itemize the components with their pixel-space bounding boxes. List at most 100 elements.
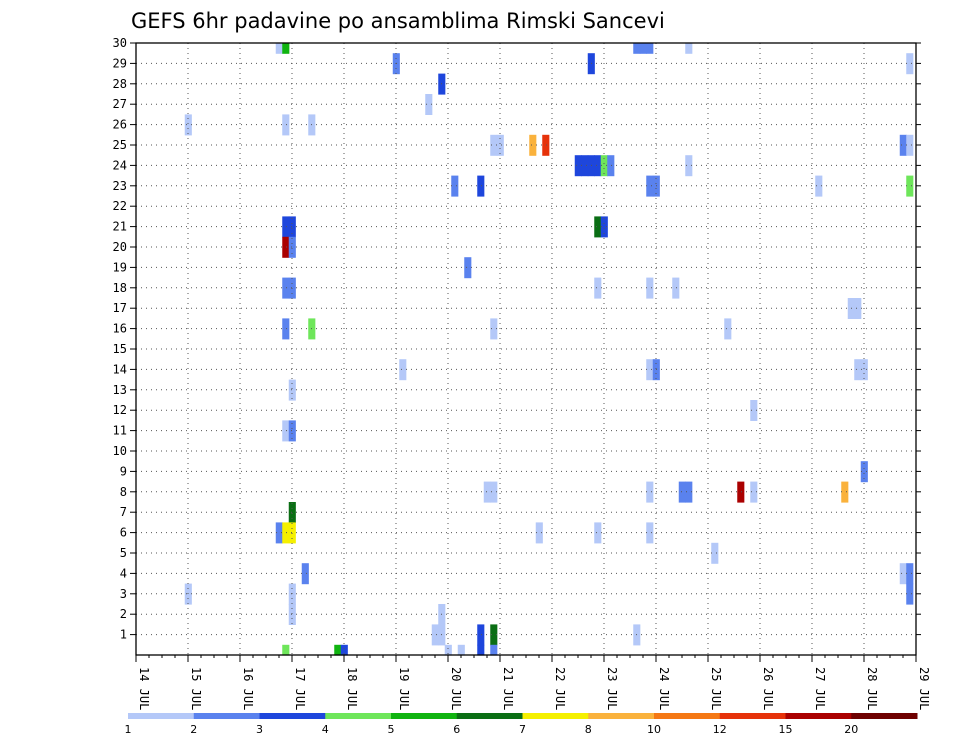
heatmap-cell bbox=[600, 155, 608, 177]
heatmap-cell bbox=[899, 134, 907, 156]
heatmap-cell bbox=[678, 481, 686, 503]
x-tick-label: 14 JUL bbox=[137, 667, 151, 710]
heatmap-cell bbox=[750, 481, 758, 503]
x-tick-label: 26 JUL bbox=[761, 667, 775, 710]
heatmap-cell bbox=[711, 542, 719, 564]
heatmap-cell bbox=[854, 298, 862, 319]
heatmap-cell bbox=[288, 522, 296, 544]
heatmap-cell bbox=[288, 583, 296, 605]
x-tick-label: 27 JUL bbox=[813, 667, 827, 710]
heatmap-cell bbox=[841, 481, 849, 503]
y-tick-label: 22 bbox=[113, 199, 127, 213]
colorbar-label: 20 bbox=[844, 723, 858, 736]
y-tick-label: 3 bbox=[120, 587, 127, 601]
heatmap-cell bbox=[282, 114, 290, 136]
colorbar-label: 8 bbox=[585, 723, 592, 736]
y-tick-label: 7 bbox=[120, 505, 127, 519]
heatmap-cell bbox=[288, 604, 296, 625]
colorbar-label: 1 bbox=[125, 723, 132, 736]
heatmap-cell bbox=[594, 216, 602, 238]
colorbar-label: 6 bbox=[453, 723, 460, 736]
heatmap-cell bbox=[301, 563, 309, 585]
heatmap-cell bbox=[750, 400, 758, 421]
colorbar: 1 2 3 4 5 6 7 8 10 12 15 20 bbox=[125, 713, 918, 736]
heatmap-cell bbox=[860, 359, 868, 381]
y-tick-label: 15 bbox=[113, 342, 127, 356]
y-tick-label: 29 bbox=[113, 56, 127, 70]
colorbar-swatch bbox=[325, 713, 392, 719]
heatmap-cell bbox=[724, 318, 732, 340]
colorbar-swatch bbox=[522, 713, 589, 719]
heatmap-cell bbox=[594, 277, 602, 299]
heatmap-cell bbox=[282, 277, 290, 299]
heatmap-cell bbox=[529, 134, 537, 156]
x-tick-label: 15 JUL bbox=[189, 667, 203, 710]
colorbar-label: 4 bbox=[322, 723, 329, 736]
heatmap-cell bbox=[431, 624, 439, 646]
colorbar-swatch bbox=[654, 713, 721, 719]
y-tick-label: 26 bbox=[113, 118, 127, 132]
y-tick-label: 4 bbox=[120, 566, 127, 580]
heatmap-cell bbox=[646, 359, 654, 381]
heatmap-cell bbox=[646, 175, 654, 197]
heatmap-cell bbox=[906, 53, 914, 75]
heatmap-cell bbox=[496, 134, 504, 156]
heatmap-cell bbox=[184, 583, 192, 605]
x-tick-label: 19 JUL bbox=[397, 667, 411, 710]
heatmap-cell bbox=[685, 155, 693, 177]
heatmap-cell bbox=[633, 43, 641, 54]
x-tick-label: 24 JUL bbox=[657, 667, 671, 710]
colorbar-swatch bbox=[851, 713, 918, 719]
colorbar-label: 2 bbox=[190, 723, 197, 736]
x-tick-label: 28 JUL bbox=[865, 667, 879, 710]
heatmap-cell bbox=[275, 43, 283, 54]
heatmap-cell bbox=[288, 236, 296, 258]
y-tick-label: 5 bbox=[120, 546, 127, 560]
colorbar-swatch bbox=[588, 713, 655, 719]
heatmap-cell bbox=[282, 420, 290, 442]
heatmap-cell bbox=[477, 175, 485, 197]
heatmap-cell bbox=[646, 277, 654, 299]
y-tick-label: 21 bbox=[113, 220, 127, 234]
heatmap-cell bbox=[282, 43, 290, 54]
heatmap-cell bbox=[685, 43, 693, 54]
heatmap-cell bbox=[457, 644, 465, 656]
heatmap-cell bbox=[646, 481, 654, 503]
x-tick-label: 20 JUL bbox=[449, 667, 463, 710]
heatmap-cell bbox=[906, 563, 914, 585]
y-tick-label: 25 bbox=[113, 138, 127, 152]
heatmap-cell bbox=[815, 175, 823, 197]
colorbar-label: 12 bbox=[713, 723, 727, 736]
gridlines bbox=[135, 42, 917, 655]
colorbar-swatch bbox=[719, 713, 786, 719]
heatmap-cell bbox=[425, 94, 433, 115]
heatmap-cell bbox=[574, 155, 582, 177]
x-tick-label: 29 JUL bbox=[917, 667, 931, 710]
heatmap-cell bbox=[184, 114, 192, 136]
y-tick-label: 17 bbox=[113, 301, 127, 315]
heatmap-cell bbox=[490, 318, 498, 340]
x-tick-label: 25 JUL bbox=[709, 667, 723, 710]
heatmap-cell bbox=[899, 563, 907, 585]
heatmap-cells bbox=[184, 43, 914, 656]
colorbar-label: 5 bbox=[388, 723, 395, 736]
heatmap-cell bbox=[542, 134, 550, 156]
y-tick-label: 1 bbox=[120, 628, 127, 642]
y-tick-label: 13 bbox=[113, 383, 127, 397]
heatmap-cell bbox=[490, 134, 498, 156]
heatmap-cell bbox=[275, 522, 283, 544]
heatmap-cell bbox=[477, 644, 485, 656]
heatmap-cell bbox=[535, 522, 543, 544]
heatmap-cell bbox=[594, 155, 602, 177]
colorbar-swatch bbox=[391, 713, 458, 719]
heatmap-cell bbox=[581, 155, 589, 177]
heatmap-cell bbox=[906, 583, 914, 605]
heatmap-cell bbox=[282, 236, 290, 258]
y-tick-label: 12 bbox=[113, 403, 127, 417]
colorbar-label: 7 bbox=[519, 723, 526, 736]
y-tick-label: 16 bbox=[113, 322, 127, 336]
heatmap-cell bbox=[672, 277, 680, 299]
heatmap-cell bbox=[334, 644, 342, 656]
y-tick-label: 27 bbox=[113, 97, 127, 111]
heatmap-cell bbox=[607, 155, 615, 177]
